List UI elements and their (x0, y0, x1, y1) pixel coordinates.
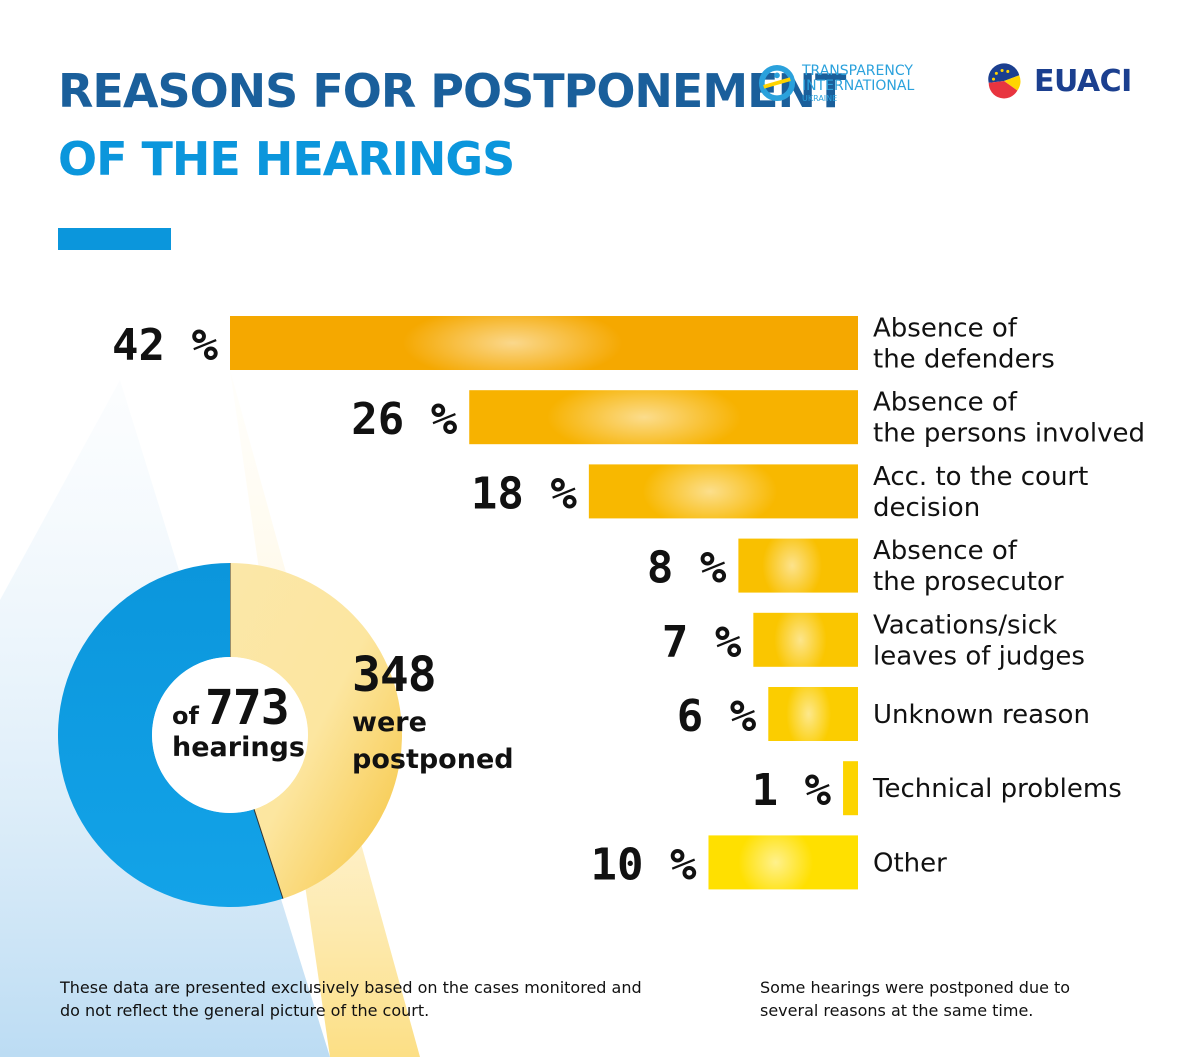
bar-shine-4 (762, 527, 823, 604)
bar-shine-3 (642, 453, 778, 530)
bar-7 (843, 761, 858, 816)
donut-slice-other (57, 563, 283, 907)
euaci-logo-text: EUACI (1034, 64, 1132, 99)
donut-divider-2 (253, 809, 284, 899)
category-label-4-line-2: the prosecutor (873, 567, 1064, 597)
bar-value-label-8: 10 % (591, 839, 697, 890)
postponed-summary: 348 were postponed (352, 646, 514, 778)
footnote-data-source: These data are presented exclusively bas… (60, 978, 642, 1020)
bar-value-label-2: 26 % (351, 394, 457, 445)
bar-value-label-5: 7 % (662, 617, 742, 668)
bar-value-label-6: 6 % (677, 691, 757, 742)
total-hearings-value: 773 (204, 680, 290, 736)
category-label-5-line-1: Vacations/sick (873, 610, 1057, 640)
bar-value-label-4: 8 % (647, 543, 727, 594)
donut-chart (57, 563, 402, 907)
postponed-label-2: postponed (352, 744, 514, 775)
euaci-emblem-icon (988, 63, 1021, 99)
category-label-6-line-1: Unknown reason (873, 700, 1090, 730)
bar-shine-2 (546, 379, 742, 456)
category-label-1-line-1: Absence of (873, 314, 1018, 344)
postponed-label-1: were (352, 707, 427, 738)
category-label-8-line-1: Other (873, 848, 947, 878)
chart-title-line-1: REASONS FOR POSTPONEMENT (58, 64, 846, 118)
category-label-3-line-2: decision (873, 493, 980, 523)
donut-center-label: of 773 hearings (172, 680, 305, 763)
ti-logo-line-1: TRANSPARENCY (802, 63, 913, 79)
donut-hole (152, 657, 308, 813)
title-accent-bar (58, 228, 171, 250)
category-label-5-line-2: leaves of judges (873, 641, 1085, 671)
bar-value-label-3: 18 % (471, 468, 577, 519)
ti-logo-line-3: UKRAINE (802, 94, 838, 103)
euaci-logo: EUACI (982, 58, 1152, 104)
postponed-count-value: 348 (352, 647, 437, 703)
category-label-1-line-2: the defenders (873, 345, 1055, 375)
bar-value-label-7: 1 % (752, 765, 832, 816)
bar-value-label-1: 42 % (112, 320, 218, 371)
ti-ring-icon (758, 64, 796, 102)
category-label-2-line-1: Absence of (873, 388, 1018, 418)
donut-slice-postponed (230, 563, 402, 899)
bar-shine-5 (774, 602, 827, 678)
category-label-2-line-2: the persons involved (873, 419, 1145, 449)
category-label-7-line-1: Technical problems (872, 774, 1122, 804)
bar-shine-1 (402, 305, 623, 381)
chart-title-line-2: OF THE HEARINGS (58, 132, 515, 186)
hearings-label: hearings (172, 732, 305, 763)
bar-shine-6 (786, 676, 832, 752)
transparency-international-logo: TRANSPARENCY INTERNATIONAL UKRAINE (758, 62, 948, 106)
category-label-3-line-1: Acc. to the court (873, 462, 1088, 492)
bar-shine-8 (738, 824, 814, 901)
footnote-multiple-reasons: Some hearings were postponed due to seve… (760, 978, 1071, 1020)
category-label-4-line-1: Absence of (873, 536, 1018, 566)
ti-logo-line-2: INTERNATIONAL (802, 78, 915, 94)
donut-of-label: of (172, 702, 199, 730)
